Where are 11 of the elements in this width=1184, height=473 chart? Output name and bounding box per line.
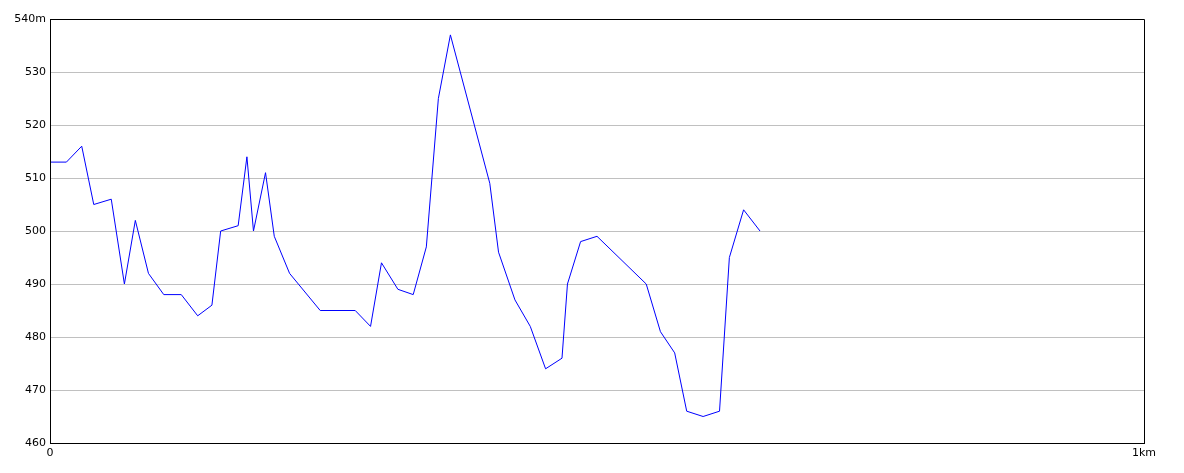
y-tick-label: 460 bbox=[25, 435, 46, 449]
y-tick-label: 540m bbox=[14, 11, 46, 25]
x-tick-label: 1km bbox=[1131, 446, 1157, 460]
x-tick-label: 0 bbox=[46, 446, 54, 460]
y-tick-label: 480 bbox=[25, 329, 46, 343]
y-tick-label: 520 bbox=[25, 117, 46, 131]
y-tick-label: 500 bbox=[25, 223, 46, 237]
y-tick-label: 490 bbox=[25, 276, 46, 290]
y-tick-label: 530 bbox=[25, 64, 46, 78]
y-tick-label: 470 bbox=[25, 382, 46, 396]
y-tick-label: 510 bbox=[25, 170, 46, 184]
